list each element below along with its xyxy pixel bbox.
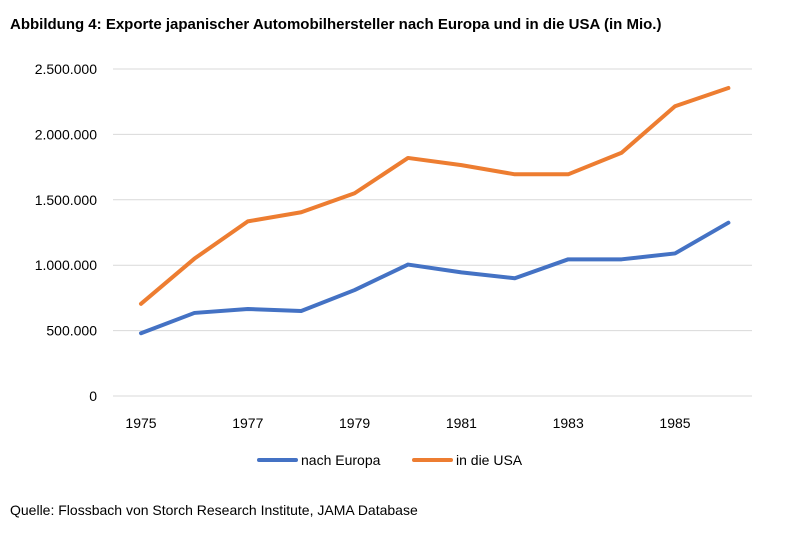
y-tick-label: 1.000.000: [35, 257, 97, 273]
chart-title: Abbildung 4: Exporte japanischer Automob…: [10, 16, 662, 33]
x-axis-ticks: 1975 1977 1979 1981 1983 1985: [125, 415, 690, 431]
legend-label: nach Europa: [301, 452, 381, 468]
y-tick-label: 1.500.000: [35, 192, 97, 208]
x-tick-label: 1975: [125, 415, 156, 431]
gridlines: [113, 68, 752, 397]
legend-label: in die USA: [456, 452, 523, 468]
series-line-in-die-usa: [139, 85, 731, 306]
y-axis-ticks: 0 500.000 1.000.000 1.500.000 2.000.000 2.500…: [35, 61, 98, 404]
y-tick-label: 0: [89, 388, 97, 404]
y-tick-label: 2.500.000: [35, 61, 97, 77]
series-line-nach-europa: [139, 220, 731, 336]
series-lines: [139, 85, 731, 336]
legend: nach Europa in die USA: [257, 452, 523, 468]
source-note: Quelle: Flossbach von Storch Research In…: [10, 502, 418, 518]
x-tick-label: 1981: [446, 415, 477, 431]
x-tick-label: 1979: [339, 415, 370, 431]
y-tick-label: 2.000.000: [35, 126, 97, 142]
x-tick-label: 1985: [659, 415, 690, 431]
x-tick-label: 1977: [232, 415, 263, 431]
x-tick-label: 1983: [553, 415, 584, 431]
y-tick-label: 500.000: [46, 323, 97, 339]
